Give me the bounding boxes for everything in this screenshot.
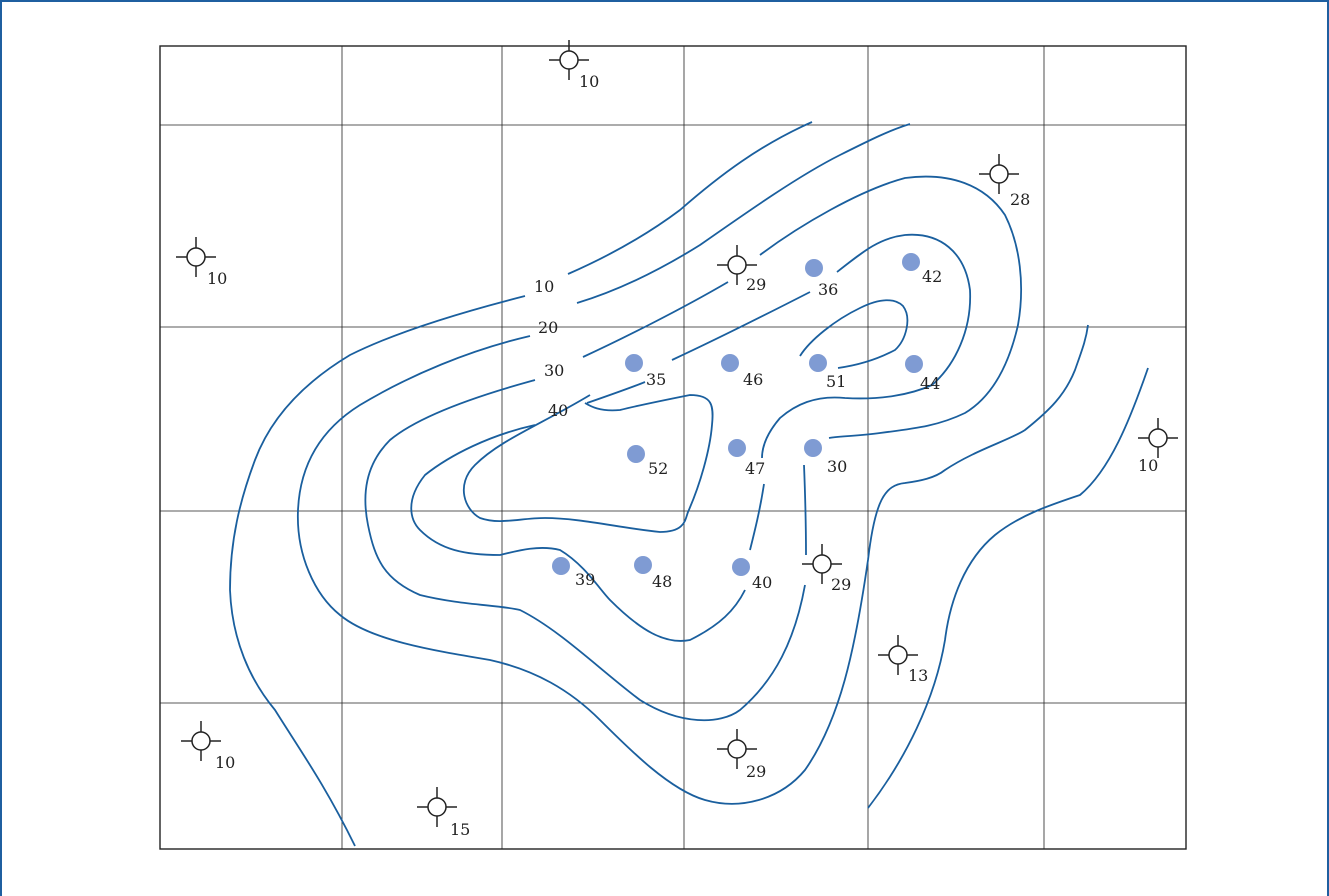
contour-30-south bbox=[803, 464, 807, 556]
dry-hole-symbol: 13 bbox=[878, 635, 928, 685]
contour-20 bbox=[297, 324, 1089, 805]
producing-well: 44 bbox=[905, 355, 940, 393]
contour-lines bbox=[229, 121, 1149, 847]
producing-well: 51 bbox=[809, 354, 846, 391]
well-value: 40 bbox=[752, 573, 772, 592]
contour-label-40: 40 bbox=[548, 401, 568, 420]
dry-hole-value: 15 bbox=[450, 820, 470, 839]
well-value: 42 bbox=[922, 267, 942, 286]
dry-hole-symbol: 10 bbox=[1138, 418, 1178, 475]
dry-hole-symbol: 10 bbox=[549, 40, 599, 91]
contour-40 bbox=[410, 424, 746, 642]
dry-hole-symbol: 29 bbox=[717, 729, 766, 781]
producing-well: 36 bbox=[805, 259, 838, 299]
dry-hole-symbol: 15 bbox=[417, 787, 470, 839]
contour-10-east bbox=[867, 367, 1149, 809]
producing-well: 39 bbox=[552, 557, 595, 589]
dry-hole-value: 29 bbox=[746, 275, 766, 294]
well-value: 52 bbox=[648, 459, 668, 478]
map-grid bbox=[160, 46, 1186, 849]
dry-hole-symbol: 10 bbox=[176, 237, 227, 288]
well-value: 39 bbox=[575, 570, 595, 589]
producing-well: 46 bbox=[721, 354, 763, 389]
dry-hole-value: 10 bbox=[1138, 456, 1158, 475]
contour-labels: 10 20 30 40 bbox=[534, 277, 568, 420]
well-value: 51 bbox=[826, 372, 846, 391]
well-value: 48 bbox=[652, 572, 672, 591]
well-value: 44 bbox=[920, 374, 940, 393]
dry-hole-value: 13 bbox=[908, 666, 928, 685]
map-border bbox=[159, 45, 1187, 850]
producing-well: 52 bbox=[627, 445, 668, 478]
contour-35 bbox=[586, 233, 971, 459]
dry-hole-value: 10 bbox=[215, 753, 235, 772]
contour-label-20: 20 bbox=[538, 318, 558, 337]
contour-label-10: 10 bbox=[534, 277, 554, 296]
well-value: 47 bbox=[745, 459, 765, 478]
contour-40-south bbox=[749, 483, 765, 551]
well-value: 35 bbox=[646, 370, 666, 389]
dry-holes: 10 28 10 29 10 29 13 10 bbox=[176, 40, 1178, 839]
contour-10-upper bbox=[567, 121, 813, 275]
well-value: 46 bbox=[743, 370, 763, 389]
dry-hole-symbol: 10 bbox=[181, 721, 235, 772]
producing-well: 42 bbox=[902, 253, 942, 286]
producing-well: 30 bbox=[804, 439, 847, 476]
dry-hole-symbol: 28 bbox=[979, 154, 1030, 209]
dry-hole-symbol: 29 bbox=[802, 544, 851, 594]
dry-hole-value: 10 bbox=[207, 269, 227, 288]
dry-hole-symbol: 29 bbox=[717, 245, 766, 294]
dry-hole-value: 10 bbox=[579, 72, 599, 91]
contour-30 bbox=[364, 379, 806, 722]
contour-45-loop bbox=[463, 394, 714, 533]
contour-30-ring bbox=[582, 175, 1022, 439]
contour-20-upper bbox=[576, 123, 911, 304]
dry-hole-value: 28 bbox=[1010, 190, 1030, 209]
well-value: 30 bbox=[827, 457, 847, 476]
contour-50-loop bbox=[799, 299, 909, 369]
dry-hole-value: 29 bbox=[746, 762, 766, 781]
contour-10-west bbox=[229, 295, 526, 847]
producing-well: 48 bbox=[634, 556, 672, 591]
dry-hole-value: 29 bbox=[831, 575, 851, 594]
producing-well: 35 bbox=[625, 354, 666, 389]
contour-label-30: 30 bbox=[544, 361, 564, 380]
producing-well: 40 bbox=[732, 558, 772, 592]
well-value: 36 bbox=[818, 280, 838, 299]
producing-well: 47 bbox=[728, 439, 765, 478]
producing-wells: 36 42 35 46 51 44 52 47 bbox=[552, 253, 942, 592]
